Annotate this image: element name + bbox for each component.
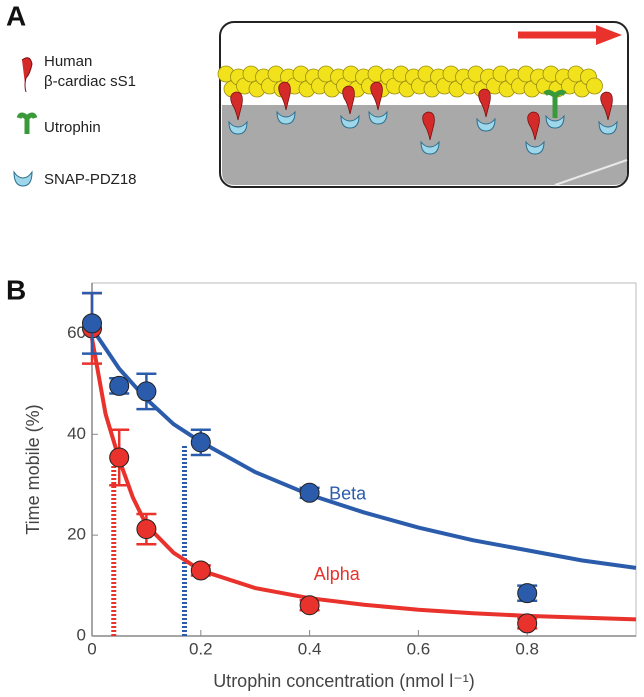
x-tick-label: 0.4 bbox=[298, 639, 322, 658]
data-point bbox=[109, 375, 130, 396]
motor-head bbox=[342, 85, 355, 115]
motor-head bbox=[370, 81, 383, 111]
y-tick-label: 0 bbox=[77, 625, 86, 644]
x-tick-label: 0.8 bbox=[515, 639, 539, 658]
data-point bbox=[299, 482, 320, 503]
diagram-label: Human bbox=[44, 53, 92, 70]
motor-head bbox=[278, 81, 291, 111]
x-axis-title: Utrophin concentration (nmol l⁻¹) bbox=[213, 671, 475, 691]
x-tick-label: 0.6 bbox=[407, 639, 431, 658]
data-point bbox=[109, 447, 130, 468]
panel-label: B bbox=[6, 274, 26, 305]
actin bbox=[586, 77, 603, 95]
diagram-label: β-cardiac sS1 bbox=[44, 73, 136, 90]
motor-head bbox=[422, 111, 435, 141]
motor-anchor bbox=[525, 140, 545, 155]
x-tick-label: 0.2 bbox=[189, 639, 213, 658]
data-point bbox=[136, 519, 157, 540]
data-point bbox=[136, 381, 157, 402]
plot-frame bbox=[91, 282, 637, 637]
data-point bbox=[517, 583, 538, 604]
motor-anchor bbox=[420, 140, 440, 155]
diagram bbox=[217, 21, 629, 188]
y-tick-label: 40 bbox=[67, 424, 86, 443]
motor-anchor bbox=[598, 120, 618, 135]
motor-anchor bbox=[228, 120, 248, 135]
utrophin bbox=[543, 89, 567, 118]
series-label: Beta bbox=[329, 484, 367, 504]
x-tick-label: 0 bbox=[87, 639, 96, 658]
y-tick-label: 20 bbox=[67, 525, 86, 544]
legend-icons bbox=[13, 57, 38, 187]
data-point bbox=[517, 613, 538, 634]
fit-curve bbox=[90, 327, 637, 570]
data-point bbox=[82, 313, 102, 334]
data-point bbox=[190, 560, 211, 581]
diagram-label: Utrophin bbox=[44, 119, 101, 136]
motor-head bbox=[478, 88, 491, 118]
data-point bbox=[299, 595, 320, 616]
data-point bbox=[190, 432, 211, 453]
y-axis-title: Time mobile (%) bbox=[23, 404, 43, 534]
series-label: Alpha bbox=[314, 564, 361, 584]
panel-label: A bbox=[6, 0, 26, 31]
fit-curve bbox=[90, 338, 637, 622]
motor-anchor bbox=[476, 117, 496, 132]
y-tick-label: 60 bbox=[67, 323, 86, 342]
diagram-label: SNAP-PDZ18 bbox=[44, 171, 137, 188]
motor-head bbox=[600, 91, 613, 121]
motor-anchor bbox=[545, 114, 565, 129]
motor-head bbox=[527, 111, 540, 141]
motor-anchor bbox=[340, 114, 360, 129]
motor-head bbox=[230, 91, 243, 121]
motor-anchor bbox=[368, 110, 388, 125]
motor-anchor bbox=[276, 110, 296, 125]
